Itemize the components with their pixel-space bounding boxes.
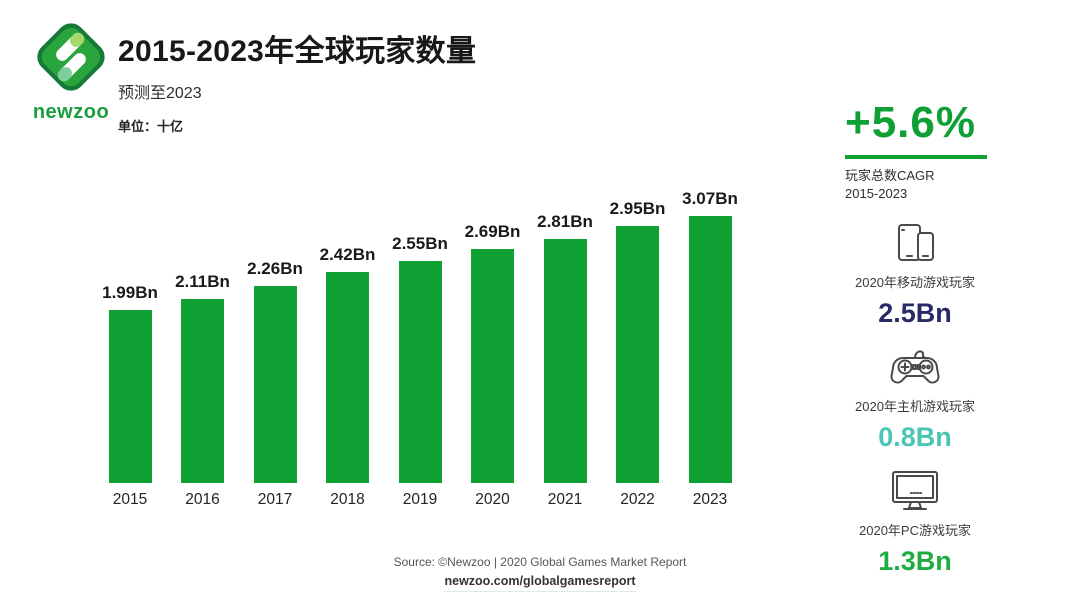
bar-2016	[181, 299, 224, 483]
cagr-value: +5.6%	[845, 98, 976, 147]
bar-value-label: 2.26Bn	[247, 259, 303, 278]
console-segment: 2020年主机游戏玩家 0.8Bn	[830, 346, 1000, 453]
bar-value-label: 3.07Bn	[682, 189, 738, 208]
bar-2020	[471, 249, 514, 483]
source-line: Source: ©Newzoo | 2020 Global Games Mark…	[393, 555, 687, 569]
bar-column-2019: 2.55Bn 2019	[384, 186, 456, 509]
bar-column-2022: 2.95Bn 2022	[602, 186, 674, 509]
mobile-segment-label: 2020年移动游戏玩家	[855, 275, 975, 290]
bar-2019	[398, 261, 442, 483]
header: 2015-2023年全球玩家数量 预测至2023 单位：十亿	[118, 26, 476, 135]
bar-2023	[688, 216, 732, 483]
bar-value-label: 2.95Bn	[609, 199, 666, 218]
pc-segment: 2020年PC游戏玩家 1.3Bn	[830, 470, 1000, 577]
bar-column-2018: 2.42Bn 2018	[312, 186, 384, 509]
gamepad-icon	[830, 346, 1000, 388]
device-segments: 2020年移动游戏玩家 2.5Bn 2020年主机游戏玩家 0.8Bn	[830, 222, 1000, 594]
console-segment-value: 0.8Bn	[878, 422, 952, 452]
bar-2017	[253, 286, 297, 483]
x-tick-label: 2015	[112, 491, 148, 508]
x-tick-label: 2022	[620, 491, 655, 508]
cagr-label: 玩家总数CAGR 2015-2023	[845, 167, 995, 202]
bar-column-2016: 2.11Bn 2016	[167, 186, 239, 509]
bar-column-2021: 2.81Bn 2021	[529, 186, 601, 509]
x-tick-label: 2017	[257, 491, 293, 508]
bar-column-2020: 2.69Bn 2020	[457, 186, 529, 509]
source-link: newzoo.com/globalgamesreport	[444, 574, 636, 592]
players-bar-chart: 1.99Bn 2015 2.11Bn 2016 2.26Bn 2017 2.42Bn 2018…	[94, 186, 746, 509]
footer: Source: ©Newzoo | 2020 Global Games Mark…	[0, 555, 1080, 592]
bar-value-label: 1.99Bn	[102, 283, 158, 302]
x-tick-label: 2020	[475, 491, 510, 508]
bar-value-label: 2.42Bn	[319, 245, 376, 264]
bar-value-label: 2.11Bn	[175, 272, 230, 291]
bar-2018	[326, 272, 369, 483]
newzoo-logo: newzoo	[28, 16, 114, 124]
mobile-segment-value: 2.5Bn	[878, 298, 952, 328]
page-title: 2015-2023年全球玩家数量	[118, 35, 477, 68]
bar-2022	[616, 226, 659, 483]
bar-2021	[543, 239, 587, 483]
bar-column-2015: 1.99Bn 2015	[94, 186, 166, 509]
x-tick-label: 2023	[692, 491, 728, 508]
bar-value-label: 2.55Bn	[392, 234, 448, 253]
cagr-panel: +5.6% 玩家总数CAGR 2015-2023	[845, 98, 995, 202]
newzoo-wordmark: newzoo	[32, 101, 110, 123]
cagr-label-line1: 玩家总数CAGR	[845, 168, 935, 183]
newzoo-logo-icon	[37, 23, 105, 91]
bar-column-2023: 3.07Bn 2023	[674, 186, 746, 509]
page-subtitle: 预测至2023	[118, 85, 202, 102]
x-tick-label: 2021	[547, 491, 583, 508]
bar-value-label: 2.69Bn	[464, 222, 521, 241]
mobile-devices-icon	[830, 222, 1000, 264]
console-segment-label: 2020年主机游戏玩家	[855, 399, 975, 414]
bar-column-2017: 2.26Bn 2017	[239, 186, 311, 509]
bar-value-label: 2.81Bn	[537, 212, 593, 231]
x-tick-label: 2018	[330, 491, 365, 508]
mobile-segment: 2020年移动游戏玩家 2.5Bn	[830, 222, 1000, 329]
pc-segment-value: 1.3Bn	[878, 546, 952, 576]
x-tick-label: 2019	[402, 491, 438, 508]
pc-monitor-icon	[830, 470, 1000, 512]
bar-2015	[108, 310, 152, 483]
x-tick-label: 2016	[185, 491, 220, 508]
unit-label: 单位：十亿	[118, 119, 184, 134]
pc-segment-label: 2020年PC游戏玩家	[859, 523, 971, 538]
cagr-underline	[845, 155, 987, 159]
cagr-label-line2: 2015-2023	[845, 185, 908, 201]
